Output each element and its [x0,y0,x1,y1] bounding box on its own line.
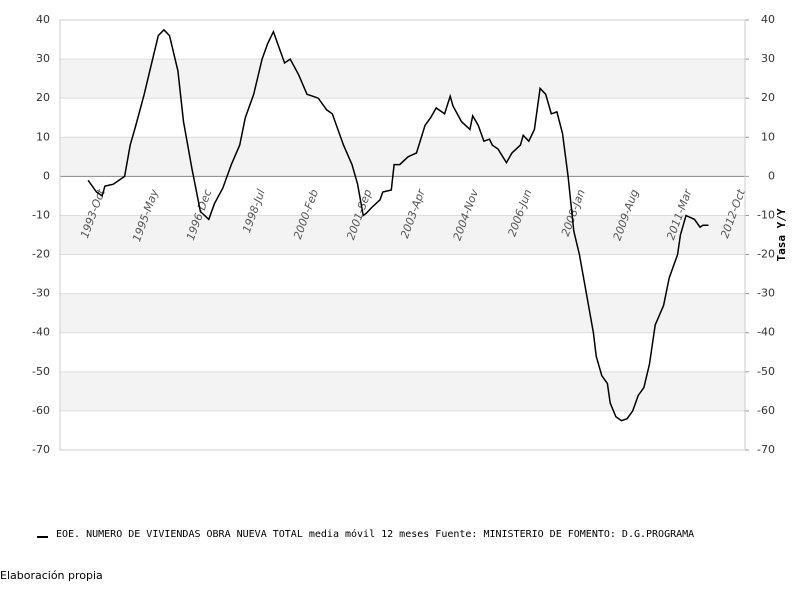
y2-tick-label: -60 [757,404,775,417]
y2-tick-label: 30 [761,52,775,65]
grid-band [60,137,745,177]
y2-tick-label: 40 [761,13,775,26]
y2-tick-label: -50 [757,365,775,378]
y2-tick-label: 10 [761,130,775,143]
y2-tick-label: 0 [768,169,775,182]
footer: Elaboración propia [0,569,103,582]
y2-tick-label: -20 [757,248,775,261]
y-tick-label: -50 [32,365,50,378]
grid-band [60,59,745,99]
y2-axis-label: Tasa Y/Y [775,208,788,261]
y-tick-label: -30 [32,287,50,300]
y-tick-label: -60 [32,404,50,417]
y-tick-label: -20 [32,248,50,261]
grid-band [60,293,745,333]
y-tick-label: 40 [36,13,50,26]
y2-tick-label: -30 [757,287,775,300]
y-tick-label: -70 [32,443,50,456]
y2-tick-label: 20 [761,91,775,104]
y-tick-label: -10 [32,208,50,221]
plot-frame [59,19,746,451]
y-tick-label: 10 [36,130,50,143]
y-tick-label: 0 [43,169,50,182]
y-tick-label: 20 [36,91,50,104]
legend-label: EOE. NUMERO DE VIVIENDAS OBRA NUEVA TOTA… [56,528,694,540]
y-tick-label: -40 [32,326,50,339]
grid-band [60,371,745,411]
y2-tick-label: -10 [757,208,775,221]
y-tick-label: 30 [36,52,50,65]
grid-band [60,215,745,255]
plot: -70 -60 -50 -40 -30 -20 -10 0 10 20 30 40 -70 -60 -50 -… [32,13,775,538]
data-line [87,28,709,422]
y2-tick-label: -70 [757,443,775,456]
y2-tick-label: -40 [757,326,775,339]
